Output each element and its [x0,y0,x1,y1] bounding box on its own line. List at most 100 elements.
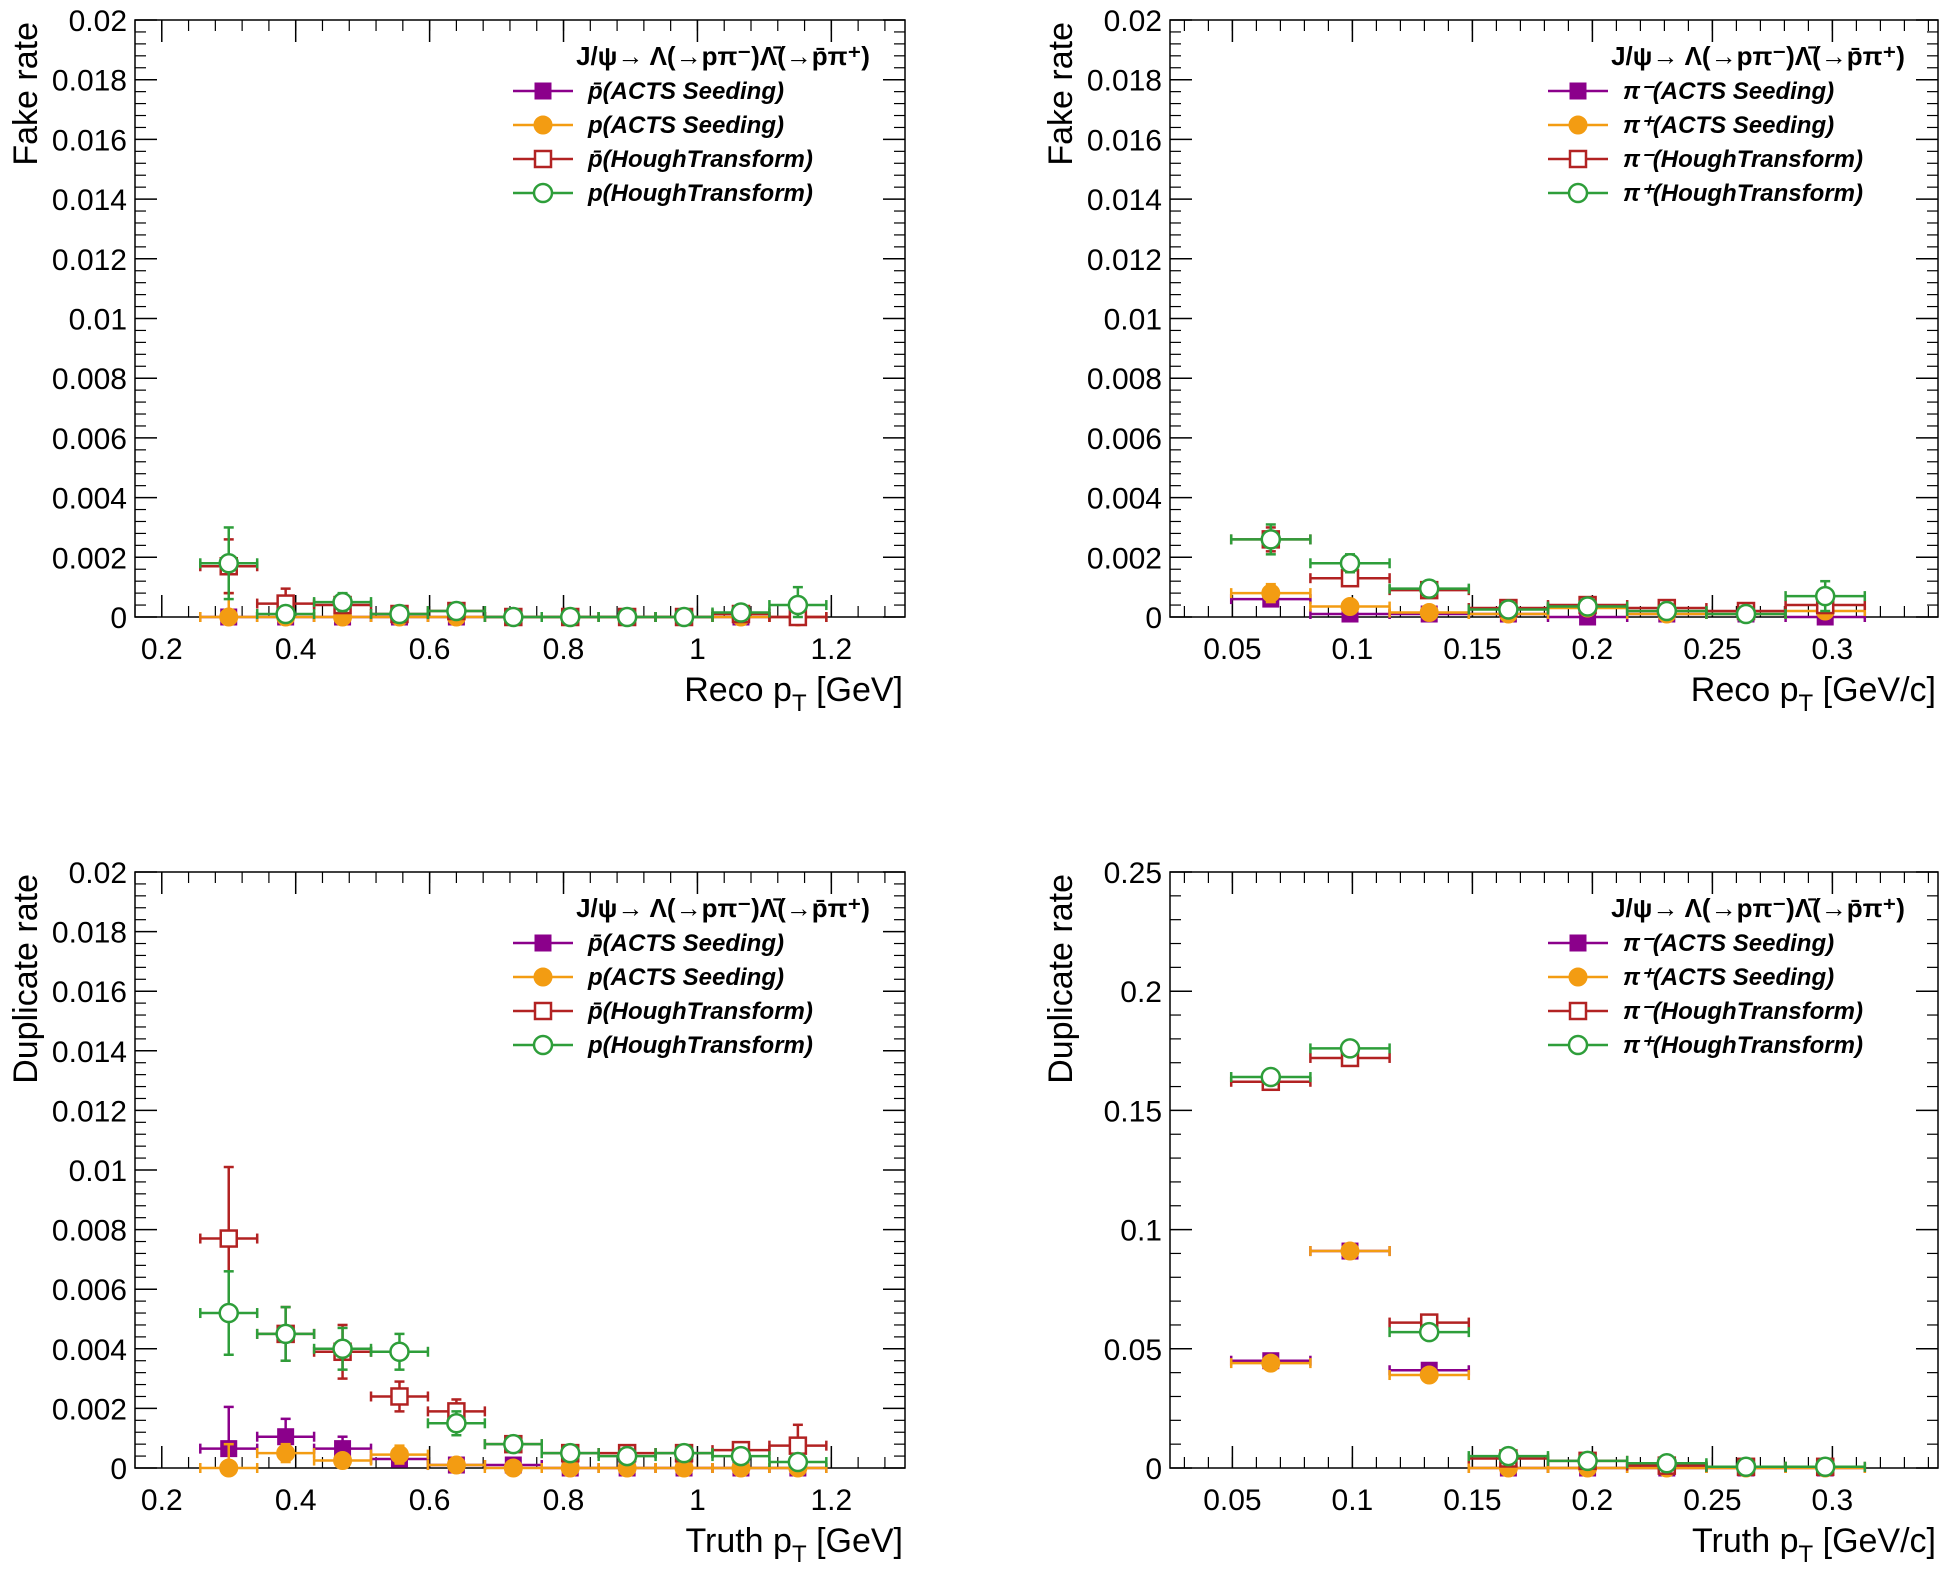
data-point [1577,596,1598,617]
legend-marker [1568,967,1588,987]
series-3 [1229,1048,1867,1477]
data-point [730,1445,752,1467]
y-tick-label: 0.014 [52,1036,127,1069]
legend-title: J/ψ→ Λ(→pπ⁻)Λ̄(→p̄π⁺) [576,41,870,71]
data-point [1418,1321,1440,1343]
x-tick-label: 0.3 [1812,1484,1854,1517]
data-point [1735,1456,1757,1478]
data-point [218,1302,239,1324]
y-tick-label: 0 [110,602,127,635]
legend-entry-label: p̄(ACTS Seeding) [587,930,784,957]
y-tick-label: 0.008 [1087,363,1162,396]
x-tick-label: 1 [689,1484,706,1517]
series-2 [1229,1241,1867,1478]
legend: J/ψ→ Λ(→pπ⁻)Λ̄(→p̄π⁺) p̄(ACTS Seeding) p(A… [513,893,870,1059]
series-4 [199,1270,828,1473]
y-tick-label: 0.01 [69,304,127,337]
series-4 [199,526,828,628]
data-point [1260,529,1282,550]
y-tick-label: 0.006 [52,423,127,456]
data-point [218,553,239,574]
y-tick-label: 0.002 [52,542,127,575]
chart-panel-4: 0 0.05 0.1 0.15 0.2 0.25 0.05 0.1 0.15 0.2 0.25 0.3… [1042,857,1939,1568]
legend-marker [1568,115,1588,135]
data-point [1339,1038,1361,1059]
legend: J/ψ→ Λ(→pπ⁻)Λ̄(→p̄π⁺) π⁻(ACTS Seeding) π⁺(… [1548,41,1905,207]
y-tick-label: 0.1 [1120,1215,1162,1248]
legend-marker [532,1034,554,1056]
x-tick-label: 0.2 [141,1484,183,1517]
legend-entry-label: π⁺(ACTS Seeding) [1623,112,1834,139]
plot-frame [134,19,906,618]
legend-entry-label: p(ACTS Seeding) [587,964,784,991]
legend-marker [534,934,552,952]
legend-title: J/ψ→ Λ(→pπ⁻)Λ̄(→p̄π⁺) [1611,41,1905,71]
y-tick-label: 0.008 [52,1215,127,1248]
y-tick-label: 0.25 [1104,857,1162,890]
x-tick-label: 0.1 [1332,1484,1374,1517]
x-tick-label: 0.3 [1812,633,1854,666]
legend-entry-label: π⁻(ACTS Seeding) [1623,78,1834,105]
data-point [1656,600,1678,622]
data-point [673,1442,695,1464]
legend-title: J/ψ→ Λ(→pπ⁻)Λ̄(→p̄π⁺) [576,893,870,923]
y-tick-label: 0.004 [52,483,127,516]
data-point [788,1436,808,1455]
data-point [1340,597,1360,617]
data-point [1498,599,1519,620]
data-point [1577,1450,1598,1472]
y-tick-label: 0.012 [52,1095,127,1128]
data-point [333,1451,353,1471]
series-3 [199,1165,828,1468]
y-tick-label: 0.2 [1120,976,1162,1009]
data-point [275,603,296,625]
x-tick-label: 0.25 [1683,633,1741,666]
x-tick-label: 0.8 [543,1484,585,1517]
x-tick-label: 0.2 [141,633,183,666]
y-tick-label: 0.004 [52,1334,127,1367]
legend-marker [533,115,553,135]
data-point [503,1433,524,1455]
y-tick-label: 0.018 [52,65,127,98]
legend-entry-label: π⁻(ACTS Seeding) [1623,930,1834,957]
x-tick-label: 0.15 [1443,633,1501,666]
y-tick-label: 0.004 [1087,483,1162,516]
y-tick-label: 0.02 [1104,5,1162,38]
y-tick-label: 0.01 [1104,304,1162,337]
data-point [1261,583,1281,603]
data-point [1656,1452,1678,1474]
legend-entry-label: p(HoughTransform) [587,1032,813,1059]
data-point [616,1445,638,1467]
y-tick-label: 0.012 [52,244,127,277]
data-point [616,606,638,628]
y-tick-label: 0.002 [1087,542,1162,575]
legend-entry-label: p(HoughTransform) [587,180,813,207]
data-point [389,1445,409,1465]
plot-frame [1169,871,1939,1469]
data-point [1339,553,1361,574]
legend-marker [534,82,552,100]
y-axis-title: Fake rate [1042,22,1080,166]
x-tick-label: 0.25 [1683,1484,1741,1517]
data-point [446,1455,466,1475]
data-point [219,1458,239,1478]
legend: J/ψ→ Λ(→pπ⁻)Λ̄(→p̄π⁺) π⁻(ACTS Seeding) π⁺(… [1548,893,1905,1059]
data-point [332,591,353,613]
legend-marker [533,1001,553,1021]
data-point [219,1229,238,1248]
x-axis-title: Reco pT [GeV] [684,671,903,717]
data-point [1419,1365,1439,1385]
x-tick-label: 0.1 [1332,633,1374,666]
x-axis-title: Truth pT [GeV/c] [1692,1522,1936,1568]
x-tick-label: 1 [689,633,706,666]
chart-panel-3: 0 0.002 0.004 0.006 0.008 0.01 0.012 0.014 0.016… [7,857,906,1568]
y-tick-label: 0.018 [52,917,127,950]
legend-entry-label: p(ACTS Seeding) [587,112,784,139]
legend-marker [1568,149,1588,169]
legend-entry-label: π⁺(HoughTransform) [1623,1032,1863,1059]
y-tick-label: 0.008 [52,363,127,396]
chart-panel-1: 0 0.002 0.004 0.006 0.008 0.01 0.012 0.014 0.016… [7,5,906,717]
data-point [503,606,524,628]
legend-marker [1567,1034,1589,1056]
